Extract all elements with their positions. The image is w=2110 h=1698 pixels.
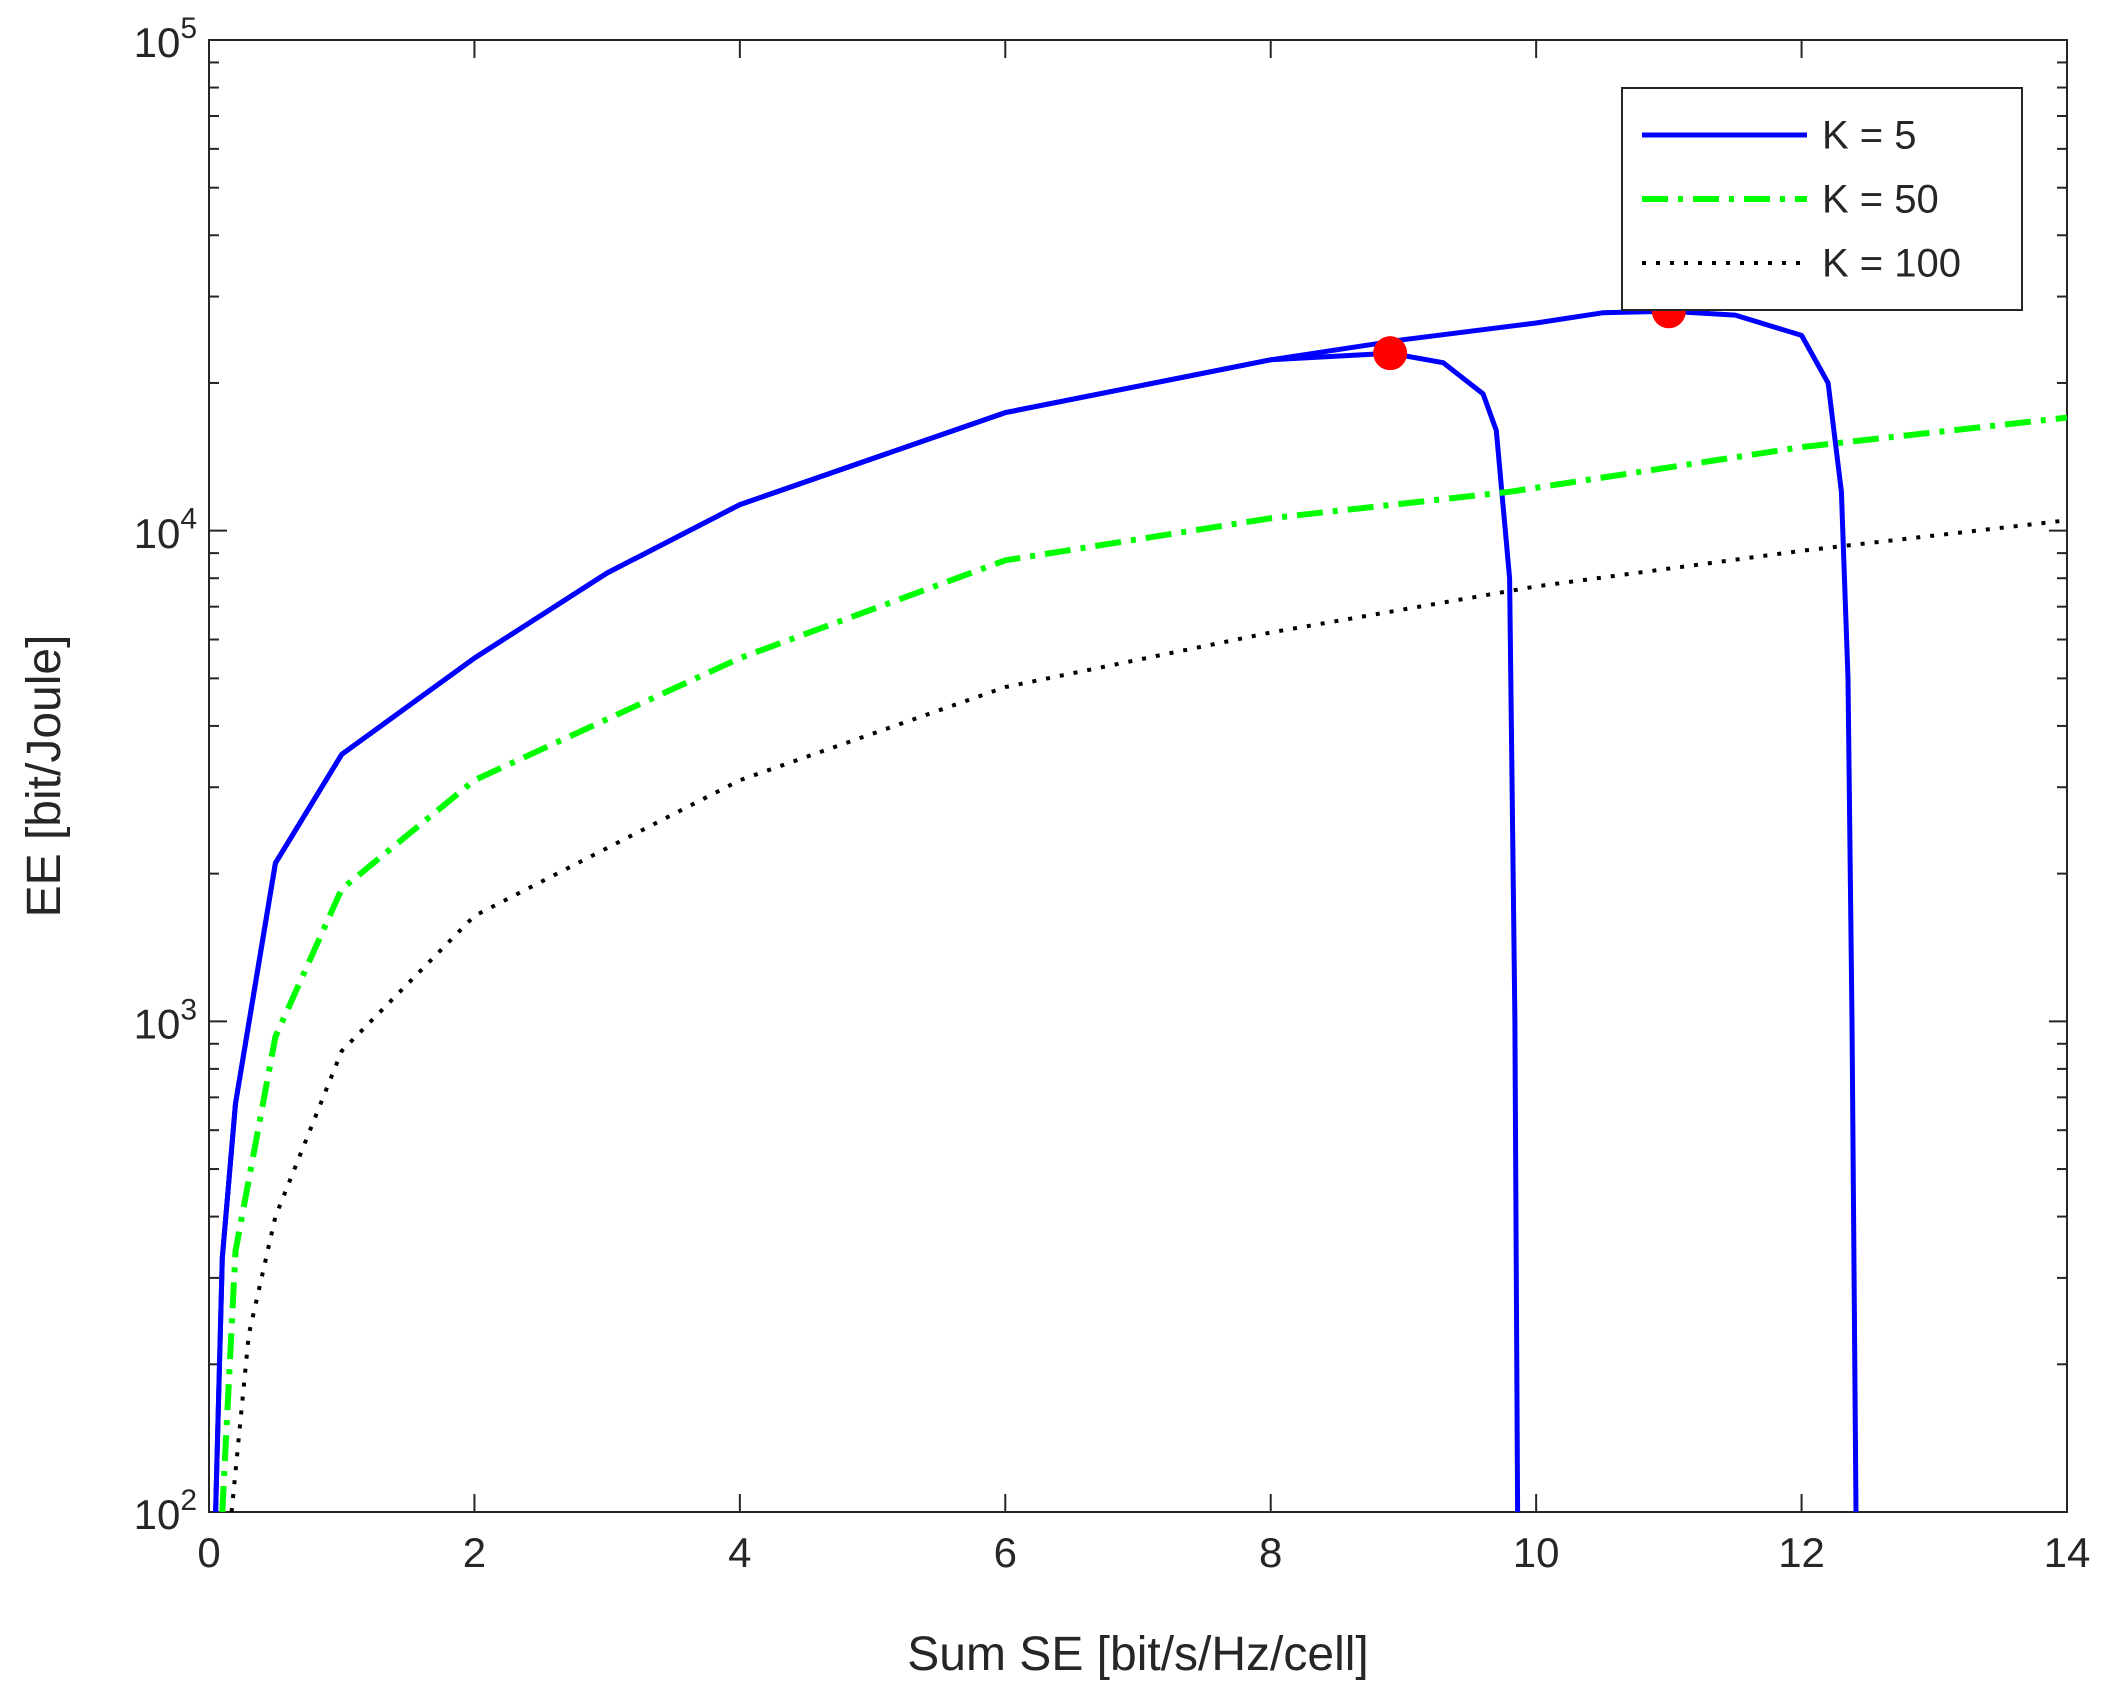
x-tick-label: 4 xyxy=(728,1529,751,1576)
x-tick-label: 8 xyxy=(1259,1529,1282,1576)
x-tick-label: 14 xyxy=(2044,1529,2091,1576)
legend-label: K = 100 xyxy=(1822,242,1961,286)
legend: K = 5 K = 50 K = 100 xyxy=(1621,87,2023,311)
legend-label: K = 50 xyxy=(1822,178,1939,222)
legend-box xyxy=(1621,87,2023,311)
x-axis-label: Sum SE [bit/s/Hz/cell] xyxy=(907,1628,1368,1681)
x-tick-label: 0 xyxy=(197,1529,220,1576)
ticks: 0 2 4 6 8 10 12 14 102 103 104 105 xyxy=(134,12,2091,1576)
optimum-marker xyxy=(1373,336,1408,371)
x-tick-label: 10 xyxy=(1513,1529,1560,1576)
x-tick-label: 6 xyxy=(994,1529,1017,1576)
series-group xyxy=(213,294,2067,1512)
series-line xyxy=(213,308,1859,1512)
y-tick-label: 104 xyxy=(134,503,197,557)
legend-label: K = 5 xyxy=(1822,114,1917,158)
y-tick-label: 105 xyxy=(134,12,197,66)
y-tick-label: 102 xyxy=(134,1484,197,1538)
series-line xyxy=(219,414,2067,1512)
y-tick-label: 103 xyxy=(134,993,197,1047)
x-tick-label: 2 xyxy=(463,1529,486,1576)
y-axis-label: EE [bit/Joule] xyxy=(18,635,71,918)
x-tick-label: 12 xyxy=(1778,1529,1825,1576)
